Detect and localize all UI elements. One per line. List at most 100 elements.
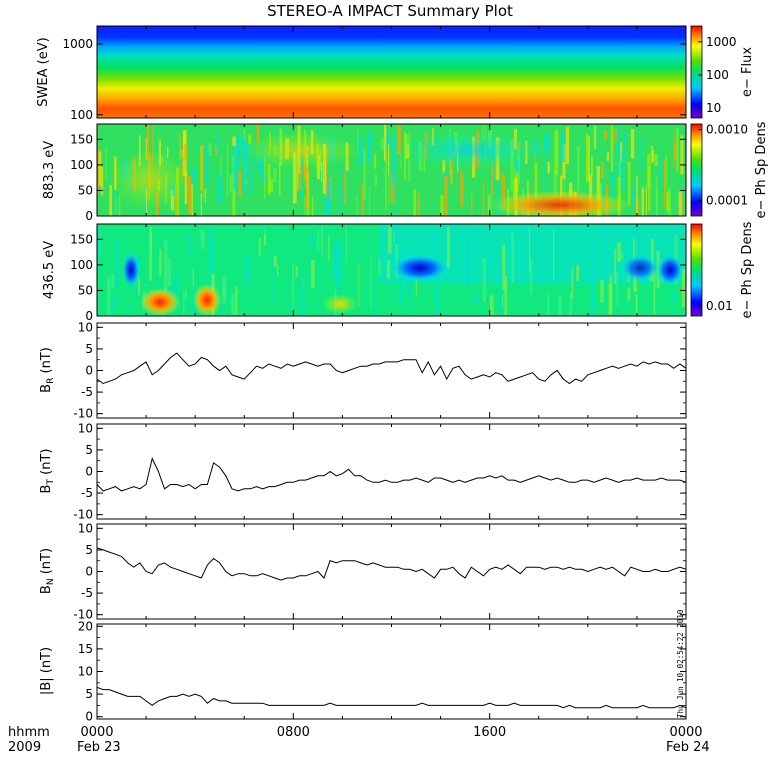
spectrogram-texture xyxy=(119,196,121,216)
spectrogram-texture xyxy=(565,126,569,165)
spectrogram-texture xyxy=(655,175,658,210)
spectrogram-texture xyxy=(547,294,550,316)
spectrogram-texture xyxy=(606,152,610,161)
spectrogram-texture xyxy=(218,172,222,204)
spectrogram-texture xyxy=(380,138,385,150)
y-tick-label: -5 xyxy=(81,586,93,600)
spectrogram-texture xyxy=(511,233,514,283)
spectrogram-texture xyxy=(435,275,439,315)
spectrogram-texture xyxy=(571,267,574,299)
spectrogram-texture xyxy=(258,237,261,257)
spectrogram-texture xyxy=(232,155,235,204)
spectrogram-texture xyxy=(417,192,420,216)
pad436-colorbar xyxy=(690,223,703,317)
spectrogram-texture xyxy=(115,192,117,213)
pad436-colorbar-ticks: 0.01 xyxy=(698,299,733,313)
y-tick-label: 20 xyxy=(78,619,93,633)
spectrogram-texture xyxy=(231,293,235,316)
spectrogram-texture xyxy=(512,177,516,200)
spectrogram-texture xyxy=(528,227,531,272)
spectrogram-texture xyxy=(188,175,192,214)
y-tick-label: 150 xyxy=(70,232,93,246)
spectrogram-texture xyxy=(345,226,348,264)
spectrogram-texture xyxy=(549,133,552,154)
spectrogram-texture xyxy=(489,228,491,272)
y-tick-label: 0 xyxy=(85,565,93,579)
spectrogram-texture xyxy=(397,125,401,155)
spectrogram-texture xyxy=(337,239,341,290)
y-tick-label: 5 xyxy=(85,543,93,557)
spectrogram-texture xyxy=(554,130,559,176)
spectrogram-texture xyxy=(635,294,638,316)
spectrogram-texture xyxy=(358,137,363,166)
spectrogram-texture xyxy=(591,248,595,294)
spectrogram-texture xyxy=(472,228,477,249)
spectrogram-texture xyxy=(356,195,358,216)
spectrogram-texture xyxy=(673,131,675,169)
spectrogram-texture xyxy=(343,172,346,204)
spectrogram-texture xyxy=(504,275,507,316)
spectrogram-texture xyxy=(204,254,206,290)
pad883-colorbar-label: e− Ph Sp Dens xyxy=(754,121,769,218)
spectrogram-texture xyxy=(159,249,162,276)
spectrogram-texture xyxy=(273,255,277,267)
spectrogram-texture xyxy=(482,258,487,303)
spectrogram-texture xyxy=(601,161,604,180)
spectrogram-texture xyxy=(576,265,579,282)
spectrogram-texture xyxy=(558,294,563,316)
colorbar-tick-label: 1000 xyxy=(706,35,737,49)
spectrogram-texture xyxy=(146,124,150,160)
spectrogram-texture xyxy=(641,187,644,216)
spectrogram-texture xyxy=(491,162,494,196)
spectrogram-texture xyxy=(370,254,373,309)
spectrogram-texture xyxy=(301,275,305,316)
spectrogram-texture xyxy=(362,148,367,200)
y-tick-label: 100 xyxy=(70,108,93,122)
spectrogram-texture xyxy=(604,224,608,276)
y-tick-label: -5 xyxy=(81,486,93,500)
spectrogram-texture xyxy=(232,136,236,147)
spectrogram-texture xyxy=(167,257,171,287)
colorbar-tick-label: 0.0010 xyxy=(706,123,748,137)
spectrogram-texture xyxy=(393,230,395,242)
spectrogram-texture xyxy=(234,146,238,197)
swea-panel: 1000 100 SWEA (eV) 1000 100 10 e− Flux xyxy=(36,25,755,122)
spectrogram-texture xyxy=(246,255,251,281)
spectrogram-texture xyxy=(264,228,267,239)
spectrogram-texture xyxy=(278,162,281,197)
spectrogram-texture xyxy=(499,274,503,311)
spectrogram-texture xyxy=(390,173,395,203)
spectrogram-texture xyxy=(387,226,392,254)
date-start-label: Feb 23 xyxy=(77,740,121,755)
spectrogram-texture xyxy=(614,128,617,142)
y-tick-label: 15 xyxy=(78,642,93,656)
spectrogram-texture xyxy=(530,258,533,295)
spectrogram-texture xyxy=(515,159,520,173)
spectrogram-texture xyxy=(256,124,260,143)
spectrogram-texture xyxy=(673,142,677,162)
time-unit-label: hhmm xyxy=(8,725,50,740)
y-tick-label: 0 xyxy=(85,710,93,724)
spectrogram-texture xyxy=(105,147,107,180)
y-tick-label: -10 xyxy=(73,407,93,421)
swea-colorbar xyxy=(690,25,703,119)
y-tick-label: 10 xyxy=(78,665,93,679)
spectrogram-texture xyxy=(395,188,397,216)
spectrogram-texture xyxy=(610,152,615,197)
pad436-panel: 150 100 50 0 436.5 eV 0.01 e− Ph Sp Dens xyxy=(42,221,755,323)
spectrogram-texture xyxy=(560,132,565,162)
colorbar-tick-label: 0.01 xyxy=(706,299,733,313)
spectrogram-texture xyxy=(592,235,594,248)
spectrogram-texture xyxy=(304,195,307,216)
spectrogram-texture xyxy=(189,233,192,254)
spectrogram-texture xyxy=(652,150,654,162)
spectrogram-texture xyxy=(272,249,274,302)
y-tick-label: 100 xyxy=(70,158,93,172)
spectrogram-texture xyxy=(502,293,504,307)
spectrogram-texture xyxy=(208,143,212,157)
spectrogram-texture xyxy=(217,132,220,156)
y-tick-label: -10 xyxy=(73,508,93,522)
spectrogram-texture xyxy=(682,269,686,308)
spectrogram-texture xyxy=(432,233,436,275)
